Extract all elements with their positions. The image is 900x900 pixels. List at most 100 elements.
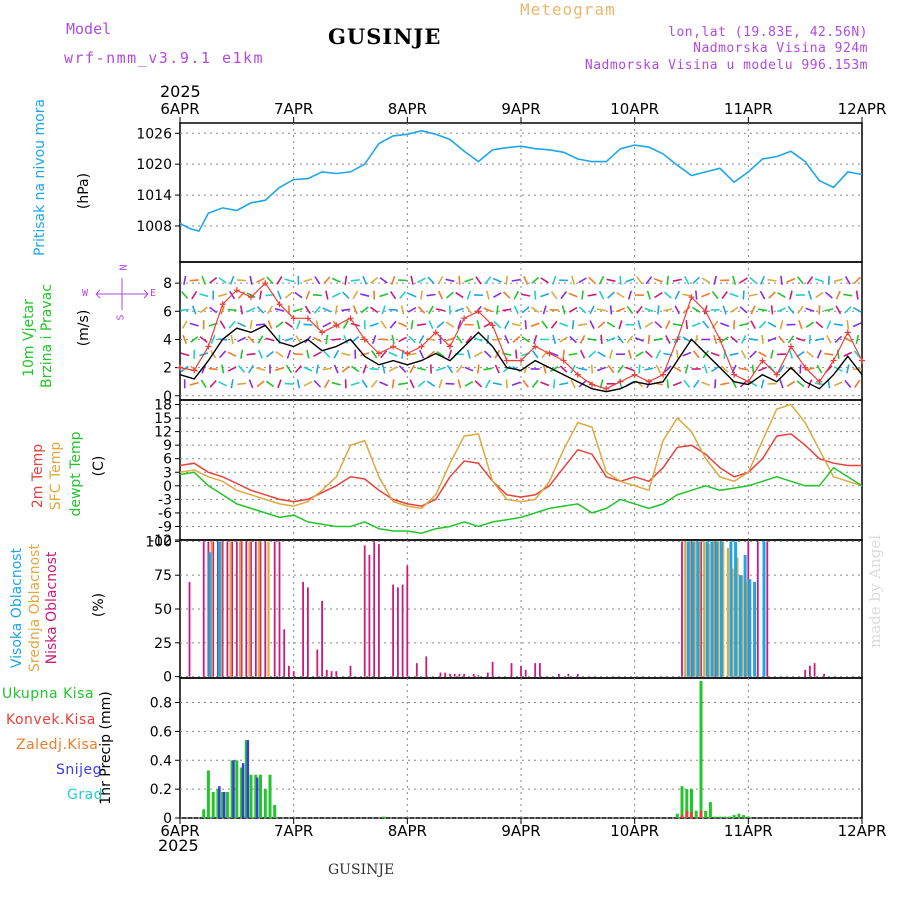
y-tick-label: 0 (163, 811, 172, 827)
cloud-bar (229, 541, 232, 677)
wind-arrow (767, 278, 777, 282)
wind-arrow (666, 275, 669, 285)
wind-arrow (448, 305, 451, 315)
y-tick-label: 0 (163, 479, 172, 495)
cloud-bar (302, 581, 304, 677)
precip-bar (382, 816, 386, 818)
cloud-bar (325, 669, 328, 677)
cloud-bar (449, 673, 451, 677)
wind-arrow (255, 323, 266, 326)
wind-key-west: W (82, 288, 89, 299)
wind-arrow (827, 379, 831, 389)
wind-gust-marker (276, 301, 283, 308)
wind-arrow (562, 349, 565, 359)
wind-arrow (248, 379, 254, 389)
wind-arrow (183, 275, 187, 285)
cloud-bar (722, 541, 725, 677)
wind-arrow (521, 336, 530, 343)
date-label-bottom: 10APR (610, 822, 659, 840)
cloud-bar (693, 541, 696, 677)
wind-arrow (672, 366, 682, 372)
wind-arrow (714, 379, 717, 389)
wind-arrow (761, 334, 764, 344)
wind-arrow (277, 379, 282, 389)
wind-arrow (420, 290, 423, 300)
wind-arrow (352, 305, 358, 315)
wind-arrow (199, 293, 209, 298)
wind-arrow (589, 305, 595, 315)
wind-arrow (758, 366, 768, 372)
legend-conv-rain: Konvek.Kisa (6, 712, 96, 728)
wind-arrow (445, 278, 455, 283)
precip-bar (718, 816, 722, 818)
wind-arrow (229, 275, 235, 285)
wind-arrow (220, 305, 225, 315)
precip-bar (742, 815, 746, 818)
wind-gust-marker (716, 336, 723, 343)
wind-arrow (312, 336, 322, 343)
wind-arrow (323, 350, 331, 359)
wind-arrow (776, 307, 786, 313)
y-tick-label: 2 (163, 361, 172, 377)
wind-arrow (445, 291, 454, 299)
precip-bar (249, 774, 253, 818)
year-bottom: 2025 (158, 836, 199, 855)
wind-gust-marker (688, 294, 695, 301)
precip-bar (704, 810, 708, 818)
wind-arrow (767, 336, 777, 342)
date-label-bottom: 12APR (838, 822, 887, 840)
cloud-bar (316, 649, 319, 677)
wind-arrow (455, 291, 464, 299)
wind-arrow (609, 305, 613, 315)
wind-arrow (360, 293, 370, 297)
wind-arrow (476, 320, 481, 330)
wind-arrow (541, 320, 548, 329)
wind-arrow (237, 382, 247, 386)
wind-arrow (331, 292, 341, 298)
wind-gust-marker (290, 315, 297, 322)
wind-arrow (511, 322, 521, 327)
wind-arrow (240, 349, 244, 359)
wind-arrow (579, 335, 586, 344)
wind-arrow (815, 321, 824, 329)
wind-arrow (505, 275, 509, 285)
wind-arrow (417, 306, 426, 314)
wind-arrow (219, 350, 227, 359)
wind-arrow (596, 308, 607, 312)
wind-arrow (778, 364, 785, 374)
wind-gust-marker (461, 315, 468, 322)
wind-arrow (483, 367, 493, 371)
wind-arrow (530, 322, 540, 327)
cloud-bar (278, 541, 281, 677)
cloud-bar (250, 541, 252, 677)
wind-arrow (512, 335, 521, 344)
date-label-bottom: 11APR (724, 822, 773, 840)
wind-arrow (447, 349, 453, 359)
wind-arrow (258, 290, 263, 300)
wind-arrow (199, 306, 208, 314)
wind-arrow (578, 306, 587, 314)
wind-arrow (598, 275, 605, 285)
cloud-bar (524, 669, 527, 677)
wind-arrow (552, 275, 557, 285)
wind-arrow (248, 364, 255, 374)
wind-arrow (739, 322, 749, 327)
wind-arrow (493, 320, 502, 329)
wind-arrow (445, 321, 455, 328)
wind-arrow (483, 307, 493, 313)
wind-arrow (344, 275, 348, 285)
wind-arrow (199, 336, 208, 343)
wind-arrow (634, 337, 644, 342)
cloud-bar (766, 541, 769, 677)
y-tick-label: 0 (163, 670, 172, 686)
wind-arrow (846, 320, 850, 330)
wind-arrow (701, 381, 711, 387)
precip-bar (723, 816, 727, 818)
cloud-bar (705, 541, 709, 677)
y-tick-label: 0.4 (150, 753, 172, 769)
wind-arrow (818, 305, 821, 315)
cloud-bar (712, 541, 715, 677)
wind-arrow (521, 293, 531, 297)
wind-gust-marker (702, 308, 709, 315)
